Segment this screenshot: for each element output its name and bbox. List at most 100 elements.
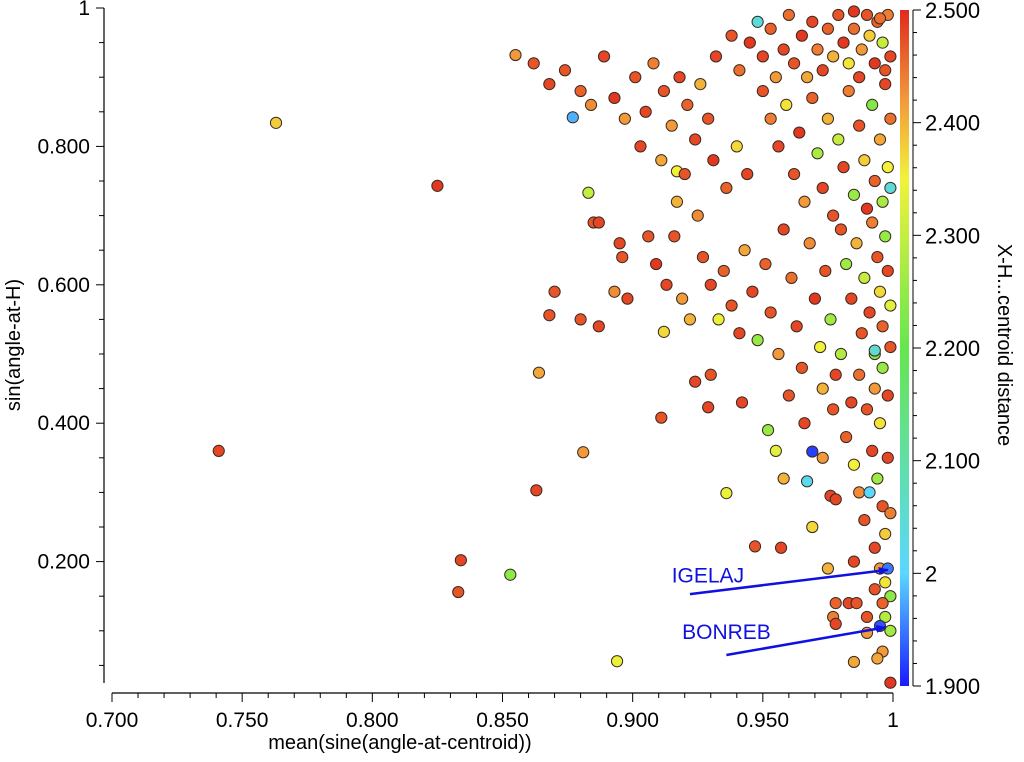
data-point xyxy=(871,472,884,485)
data-point xyxy=(780,98,793,111)
data-point xyxy=(741,167,754,181)
annotation-arrow xyxy=(689,567,889,596)
data-point xyxy=(827,50,840,63)
data-point xyxy=(884,181,897,195)
data-point xyxy=(584,98,598,111)
data-point xyxy=(881,161,894,174)
data-point xyxy=(827,209,840,222)
data-point xyxy=(834,347,848,361)
data-point xyxy=(670,195,684,208)
x-tick-label: 1 xyxy=(887,709,899,732)
data-point xyxy=(850,597,863,610)
data-point xyxy=(879,230,892,243)
data-point xyxy=(673,71,686,84)
data-point xyxy=(876,195,889,208)
data-point xyxy=(847,188,861,201)
data-point xyxy=(806,15,819,28)
data-point xyxy=(782,389,795,402)
data-point xyxy=(532,366,546,379)
y-tick-label: 1 xyxy=(78,0,90,20)
data-point xyxy=(860,202,874,215)
colorbar-label: X-H...centroid distance xyxy=(993,244,1015,446)
data-point xyxy=(868,174,881,188)
data-point xyxy=(790,320,803,333)
data-point xyxy=(863,306,876,319)
data-point xyxy=(873,133,887,146)
data-point xyxy=(795,29,808,42)
data-point xyxy=(884,507,897,520)
y-tick-label: 0.400 xyxy=(37,412,90,435)
data-point xyxy=(707,154,720,167)
data-point xyxy=(655,154,668,167)
data-point xyxy=(566,111,579,124)
data-point xyxy=(821,112,835,125)
data-point xyxy=(803,237,816,250)
data-point xyxy=(829,597,842,610)
data-point xyxy=(858,513,871,527)
data-point xyxy=(647,57,660,70)
data-point xyxy=(868,583,881,596)
data-point xyxy=(840,430,853,444)
data-point xyxy=(764,22,777,35)
data-point xyxy=(548,285,561,298)
data-point xyxy=(504,568,517,581)
data-point xyxy=(821,22,835,35)
data-point xyxy=(829,493,842,506)
data-point xyxy=(592,216,605,229)
data-point xyxy=(772,140,785,153)
data-point xyxy=(814,340,827,354)
data-point xyxy=(884,50,897,63)
colorbar-gradient xyxy=(900,10,909,686)
data-point xyxy=(694,78,707,91)
annotations: IGELAJ BONREB xyxy=(672,564,889,657)
data-point xyxy=(884,590,897,603)
data-point xyxy=(868,344,881,357)
colorbar-tick-label: 2.500 xyxy=(925,0,980,23)
data-point xyxy=(543,309,556,322)
data-point xyxy=(777,43,790,56)
colorbar-tick-label: 2.400 xyxy=(925,111,980,136)
data-point xyxy=(696,251,710,264)
data-point xyxy=(733,64,746,77)
data-point xyxy=(816,64,829,77)
data-point xyxy=(798,195,811,208)
data-point xyxy=(777,223,790,236)
data-point xyxy=(884,624,897,637)
data-point xyxy=(764,306,777,319)
data-point xyxy=(720,486,733,500)
x-tick-label: 0.900 xyxy=(606,709,659,732)
data-point xyxy=(782,8,795,22)
data-point xyxy=(881,389,894,402)
data-point xyxy=(577,446,590,459)
data-point xyxy=(884,112,897,125)
data-point xyxy=(610,655,624,668)
y-tick-label: 0.800 xyxy=(37,135,90,158)
data-point xyxy=(876,361,889,374)
data-point xyxy=(756,50,769,63)
data-point xyxy=(681,98,694,111)
data-point xyxy=(821,562,835,575)
data-point xyxy=(845,292,858,305)
data-point xyxy=(720,181,733,195)
data-point xyxy=(876,320,889,333)
data-point xyxy=(811,43,824,56)
data-point xyxy=(574,313,587,326)
data-point xyxy=(702,112,715,125)
data-point xyxy=(884,340,897,354)
colorbar: 1.900 2 2.100 2.200 2.300 2.400 2.500 xyxy=(900,0,980,699)
data-point xyxy=(668,230,681,243)
data-point xyxy=(855,327,868,340)
data-point xyxy=(868,382,881,395)
data-point xyxy=(800,71,814,84)
data-point xyxy=(764,112,777,125)
data-point xyxy=(806,91,819,105)
data-point xyxy=(868,541,881,554)
data-point xyxy=(868,57,881,70)
data-point xyxy=(800,475,814,488)
x-tick-label: 0.950 xyxy=(737,709,790,732)
data-point xyxy=(793,126,806,139)
data-point xyxy=(798,417,811,430)
data-point xyxy=(748,540,762,553)
data-point xyxy=(665,119,678,132)
data-point xyxy=(660,278,673,291)
